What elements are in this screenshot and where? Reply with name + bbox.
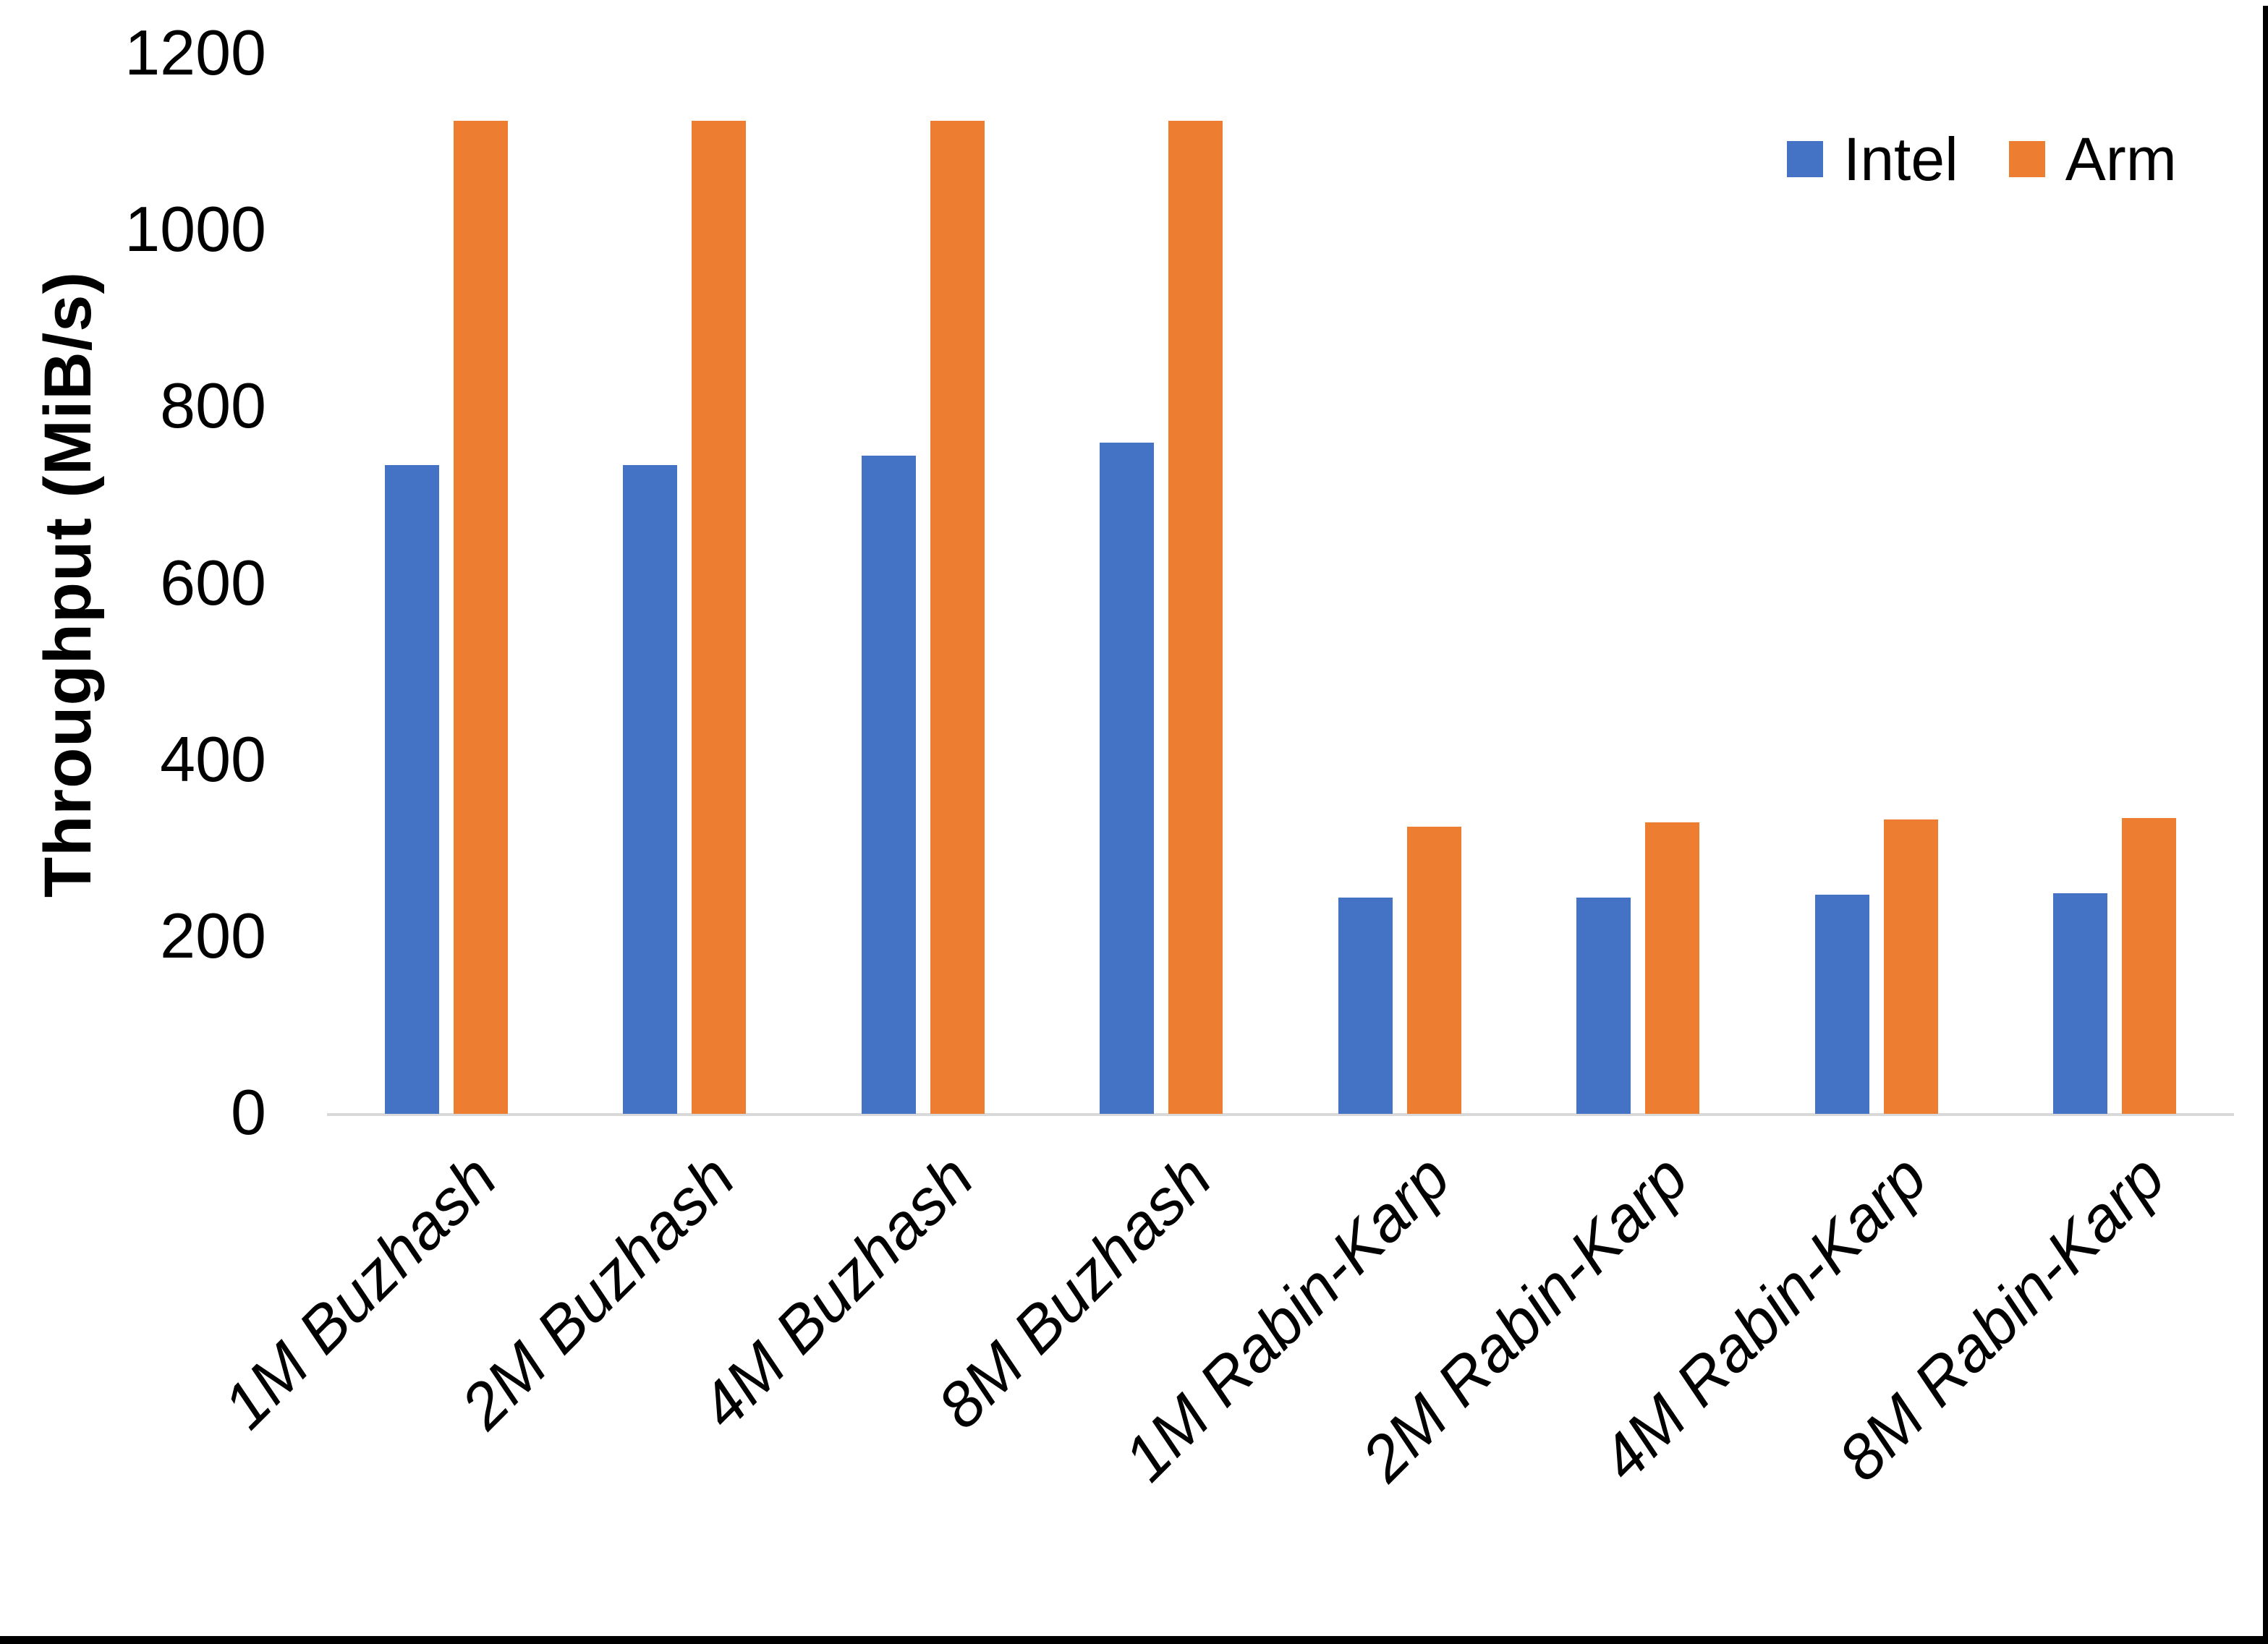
bar-intel-7 bbox=[2053, 893, 2108, 1114]
bar-intel-4 bbox=[1338, 897, 1393, 1114]
arm-swatch-icon bbox=[2008, 141, 2045, 177]
bar-arm-0 bbox=[453, 120, 508, 1114]
y-tick-label: 600 bbox=[160, 546, 266, 618]
bar-arm-3 bbox=[1168, 120, 1223, 1114]
bar-arm-7 bbox=[2122, 818, 2177, 1114]
bar-arm-2 bbox=[930, 120, 985, 1114]
y-tick-label: 0 bbox=[231, 1076, 266, 1149]
legend-label-intel: Intel bbox=[1843, 125, 1958, 193]
bar-arm-1 bbox=[692, 120, 747, 1114]
bar-intel-0 bbox=[384, 464, 439, 1114]
y-tick-label: 1200 bbox=[124, 17, 266, 89]
window-border-bottom bbox=[0, 1636, 2268, 1644]
bar-arm-4 bbox=[1406, 827, 1461, 1114]
bar-intel-1 bbox=[623, 464, 678, 1114]
legend-item-intel: Intel bbox=[1787, 129, 1958, 189]
y-tick-label: 1000 bbox=[124, 193, 266, 265]
x-axis-line bbox=[327, 1113, 2234, 1116]
bar-intel-2 bbox=[861, 456, 916, 1114]
bar-arm-5 bbox=[1645, 822, 1700, 1114]
legend-label-arm: Arm bbox=[2065, 125, 2177, 193]
bar-intel-5 bbox=[1576, 897, 1631, 1114]
bar-intel-3 bbox=[1100, 443, 1155, 1114]
y-tick-label: 400 bbox=[160, 723, 266, 795]
legend: Intel Arm bbox=[1787, 129, 2177, 189]
bar-intel-6 bbox=[1814, 895, 1869, 1114]
window-border-right bbox=[2263, 6, 2268, 1644]
intel-swatch-icon bbox=[1787, 141, 1823, 177]
legend-item-arm: Arm bbox=[2008, 125, 2177, 193]
y-tick-label: 200 bbox=[160, 900, 266, 972]
y-tick-label: 800 bbox=[160, 370, 266, 442]
bar-arm-6 bbox=[1883, 819, 1938, 1114]
